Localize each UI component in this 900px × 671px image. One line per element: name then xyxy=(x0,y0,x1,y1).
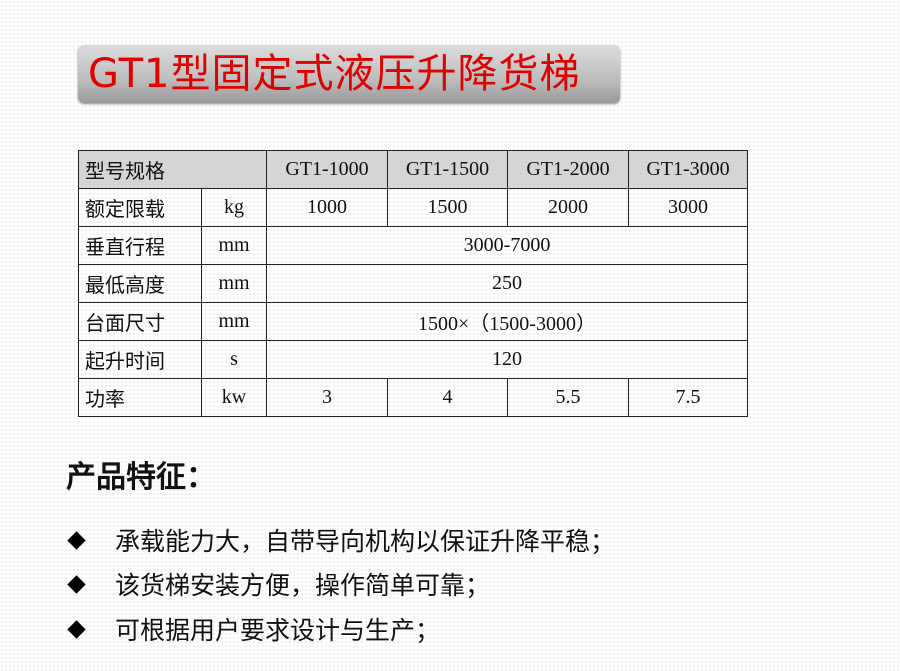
cell: 2000 xyxy=(507,188,629,227)
row-unit: kg xyxy=(201,188,267,227)
diamond-bullet-icon xyxy=(67,530,86,550)
model-header: GT1-1000 xyxy=(266,150,388,189)
model-header: GT1-3000 xyxy=(628,150,748,189)
model-header: GT1-1500 xyxy=(387,150,508,189)
features-heading: 产品特征： xyxy=(66,460,216,495)
row-label: 最低高度 xyxy=(78,264,202,303)
feature-item: 该货梯安装方便，操作简单可靠； xyxy=(67,566,491,602)
table-header-row: 型号规格 GT1-1000 GT1-1500 GT1-2000 GT1-3000 xyxy=(78,150,748,189)
row-unit: mm xyxy=(201,264,267,303)
table-row: 台面尺寸 mm 1500×（1500-3000） xyxy=(78,302,748,341)
feature-text: 可根据用户要求设计与生产； xyxy=(115,616,441,645)
cell: 5.5 xyxy=(507,378,629,417)
diamond-bullet-icon xyxy=(67,574,86,594)
title-banner: GT1型固定式液压升降货梯 xyxy=(78,45,620,103)
table-row: 垂直行程 mm 3000-7000 xyxy=(78,226,748,265)
row-label: 垂直行程 xyxy=(78,226,202,265)
feature-text: 该货梯安装方便，操作简单可靠； xyxy=(115,571,491,600)
cell: 120 xyxy=(266,340,748,379)
row-label: 起升时间 xyxy=(78,340,202,379)
row-unit: mm xyxy=(201,226,267,265)
feature-item: 可根据用户要求设计与生产； xyxy=(67,611,441,647)
cell: 1000 xyxy=(266,188,388,227)
table-row: 功率 kw 3 4 5.5 7.5 xyxy=(78,378,748,417)
table-row: 最低高度 mm 250 xyxy=(78,264,748,303)
diamond-bullet-icon xyxy=(67,619,86,639)
cell: 3000 xyxy=(628,188,748,227)
table-row: 额定限载 kg 1000 1500 2000 3000 xyxy=(78,188,748,227)
cell: 1500×（1500-3000） xyxy=(266,302,748,341)
header-label: 型号规格 xyxy=(78,150,267,189)
row-label: 功率 xyxy=(78,378,202,417)
table-row: 起升时间 s 120 xyxy=(78,340,748,379)
cell: 3 xyxy=(266,378,388,417)
feature-item: 承载能力大，自带导向机构以保证升降平稳； xyxy=(67,522,616,558)
row-unit: mm xyxy=(201,302,267,341)
slide-title: GT1型固定式液压升降货梯 xyxy=(88,51,581,97)
spec-table: 型号规格 GT1-1000 GT1-1500 GT1-2000 GT1-3000… xyxy=(78,150,748,417)
row-unit: s xyxy=(201,340,267,379)
feature-text: 承载能力大，自带导向机构以保证升降平稳； xyxy=(115,527,616,556)
cell: 3000-7000 xyxy=(266,226,748,265)
cell: 250 xyxy=(266,264,748,303)
row-label: 额定限载 xyxy=(78,188,202,227)
cell: 4 xyxy=(387,378,508,417)
model-header: GT1-2000 xyxy=(507,150,629,189)
row-unit: kw xyxy=(201,378,267,417)
cell: 7.5 xyxy=(628,378,748,417)
row-label: 台面尺寸 xyxy=(78,302,202,341)
cell: 1500 xyxy=(387,188,508,227)
